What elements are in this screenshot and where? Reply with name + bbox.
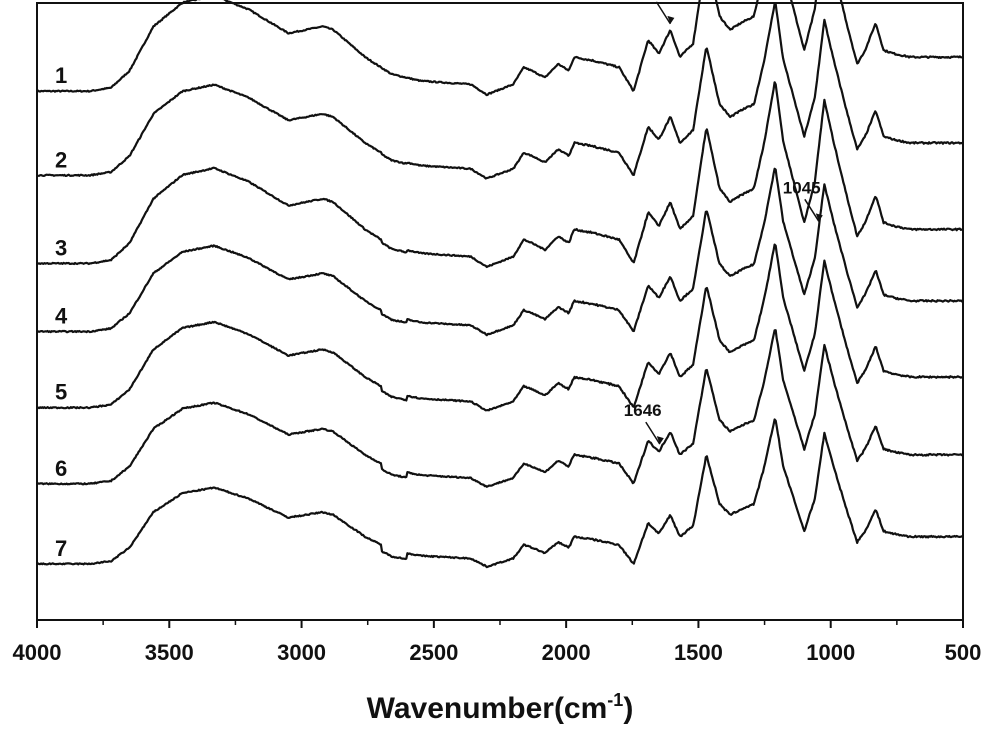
series-label-5: 5 <box>55 380 67 405</box>
annotation-arrow-1045 <box>804 198 820 222</box>
annotation-label-1646: 1646 <box>624 401 662 420</box>
x-tick-label-1500: 1500 <box>674 640 723 665</box>
x-tick-label-1000: 1000 <box>806 640 855 665</box>
x-axis-ticks <box>36 620 964 628</box>
series-line-2 <box>37 2 964 180</box>
series-line-1 <box>36 0 964 97</box>
annotation-arrow-1606 <box>655 1 672 25</box>
x-tick-label-2500: 2500 <box>409 640 458 665</box>
series-line-5 <box>36 243 964 412</box>
x-tick-label-2000: 2000 <box>542 640 591 665</box>
annotation-arrowhead-1606 <box>667 15 675 24</box>
x-axis-tick-labels: 4000 3500 3000 2500 2000 1500 1000 500 <box>13 640 982 665</box>
peak-annotations: 1606102410451646 <box>624 1 823 445</box>
series-label-4: 4 <box>55 304 68 329</box>
x-tick-label-4000: 4000 <box>13 640 62 665</box>
x-axis-title: Wavenumber(cm-1) <box>367 690 634 725</box>
series-line-6 <box>36 329 963 488</box>
spectra-traces <box>36 0 964 569</box>
series-label-3: 3 <box>55 235 67 260</box>
series-line-4 <box>36 167 964 337</box>
annotation-arrowhead-1646 <box>656 436 664 445</box>
annotation-arrowhead-1045 <box>815 213 823 222</box>
series-labels: 1 2 3 4 5 6 7 <box>55 63 68 561</box>
series-label-1: 1 <box>55 63 67 88</box>
series-label-2: 2 <box>55 147 67 172</box>
series-line-7 <box>36 418 964 569</box>
annotation-label-1045: 1045 <box>783 178 821 197</box>
series-label-7: 7 <box>55 536 67 561</box>
x-tick-label-3500: 3500 <box>145 640 194 665</box>
annotation-arrow-1646 <box>645 421 661 445</box>
x-tick-label-3000: 3000 <box>277 640 326 665</box>
x-tick-label-500: 500 <box>945 640 982 665</box>
series-label-6: 6 <box>55 456 67 481</box>
